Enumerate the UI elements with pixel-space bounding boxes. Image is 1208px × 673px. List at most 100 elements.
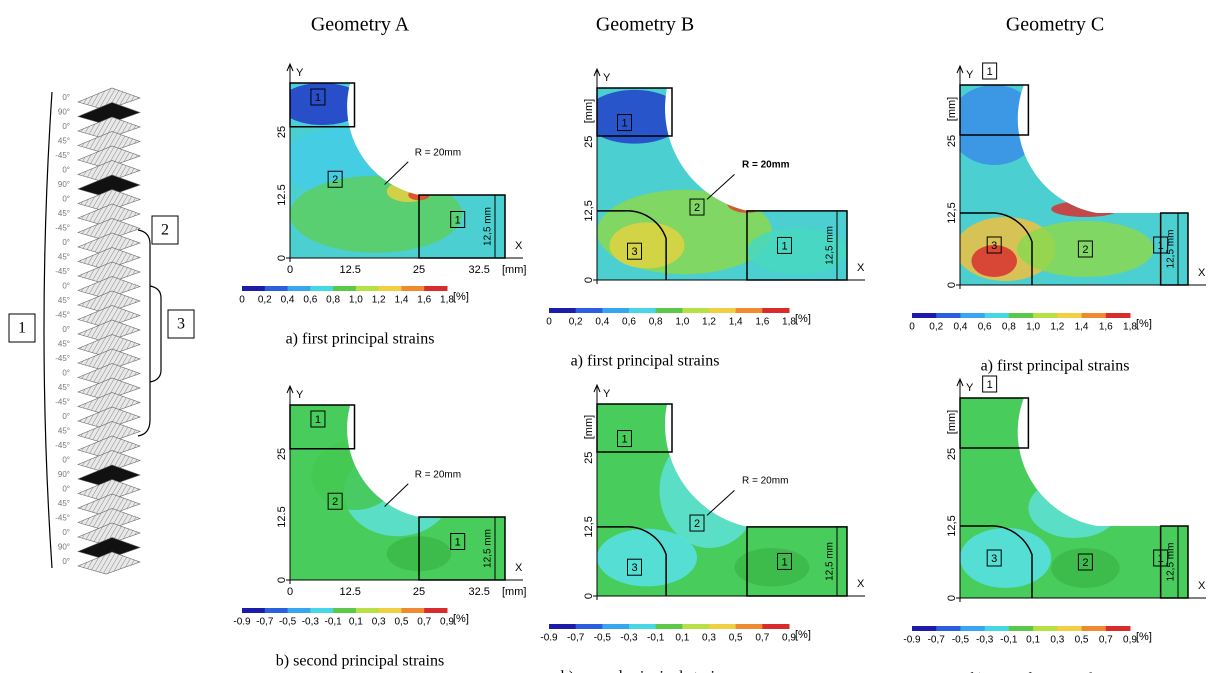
region-label: 2: [694, 518, 700, 530]
scale-segment: [709, 308, 737, 313]
scale-tick-label: 0,7: [755, 633, 769, 644]
scale-segment: [602, 624, 630, 629]
x-tick-label: 25: [413, 586, 425, 598]
y-axis-label: Y: [603, 72, 611, 84]
ply: [77, 145, 141, 169]
ply: [77, 348, 141, 372]
contour-region: [597, 89, 685, 144]
radius-label: R = 20mm: [742, 159, 790, 170]
scale-segment: [378, 608, 402, 613]
ply-angle: 0°: [62, 282, 70, 291]
x-tick-label: 0: [287, 264, 293, 276]
radius-label: R = 20mm: [742, 475, 788, 486]
bracket: [43, 91, 53, 569]
ply: [77, 218, 141, 241]
ply-angle: -45°: [55, 224, 70, 233]
scale-tick-label: -0.9: [233, 617, 251, 628]
region-outline: [960, 525, 1033, 598]
region-box: [617, 114, 632, 132]
ply-angle: 90°: [58, 108, 70, 117]
ply-angle: 45°: [58, 427, 70, 436]
radius-arrow: [706, 490, 735, 516]
ply-angle: 0°: [62, 485, 70, 494]
ply: [77, 493, 141, 517]
axis-arrow: [286, 62, 294, 72]
y-tick-label: 12,5: [946, 202, 958, 223]
ply-angle: 0°: [62, 325, 70, 334]
strain-plot: 1 2 1 12,5 mm R = 20mm Y X 0 12.5 25 0 12.5 25 32.5 [m…: [239, 62, 526, 348]
scale-tick-label: -0,5: [594, 633, 612, 644]
region-box: [327, 170, 343, 188]
bracket-label: 3: [177, 316, 185, 333]
dimension-label: 12,5 mm: [825, 226, 836, 265]
caption: a) first principal strains: [571, 353, 720, 370]
scale-tick-label: -0,7: [256, 617, 274, 628]
scale-segment: [355, 608, 380, 613]
ply: [77, 377, 141, 401]
scale-segment: [333, 286, 357, 291]
contour-region: [1051, 548, 1120, 588]
y-unit: [mm]: [583, 99, 595, 123]
scale-segment: [735, 624, 763, 629]
scale-segment: [287, 608, 311, 613]
scale-tick-label: 1,8: [440, 295, 454, 306]
x-tick-label: 12.5: [339, 586, 360, 598]
ply-angle: 45°: [58, 253, 70, 262]
scale-segment: [264, 286, 289, 291]
region-box: [617, 430, 632, 448]
axis-arrow: [593, 67, 601, 77]
contour-region: [1017, 221, 1154, 277]
radius-arrow: [706, 174, 735, 200]
region-box: [689, 514, 705, 532]
caption: b) second principal strains: [561, 669, 729, 673]
scale-tick-label: -0,7: [928, 635, 946, 646]
ply-angle: 0°: [62, 166, 70, 175]
scale-tick-label: 0,3: [1050, 635, 1064, 646]
ply: [77, 102, 141, 125]
scale-segment: [936, 313, 961, 318]
scale-tick-label: 0: [239, 295, 245, 306]
caption: b) second principal strains: [971, 671, 1139, 673]
scale-segment: [960, 626, 986, 631]
ply-angle: 45°: [58, 137, 70, 146]
contour-region: [597, 528, 697, 587]
scale-tick-label: 0,7: [1099, 635, 1113, 646]
scale-tick-label: 0,6: [978, 322, 992, 333]
scale-tick-label: 1,0: [1026, 322, 1040, 333]
region-label: 2: [1082, 557, 1088, 569]
x-tick-label: 32.5: [468, 264, 489, 276]
x-tick-label: 32.5: [468, 586, 489, 598]
x-unit: [mm]: [502, 586, 526, 598]
caption: a) first principal strains: [286, 331, 435, 348]
region-box: [982, 62, 998, 80]
region-label: 3: [631, 246, 637, 258]
region-box: [689, 198, 705, 216]
ply-angle: -45°: [55, 267, 70, 276]
scale-segment: [549, 308, 577, 313]
column-title: Geometry B: [596, 14, 694, 36]
ply: [77, 305, 141, 328]
ply: [77, 87, 141, 111]
scale-tick-label: 0,5: [729, 633, 743, 644]
ply: [77, 406, 141, 430]
scale-tick-label: -0,3: [620, 633, 638, 644]
y-tick-label: 12,5: [583, 200, 595, 221]
scale-segment: [1057, 313, 1083, 318]
scale-segment: [936, 626, 961, 631]
ply: [77, 450, 141, 473]
region-label: 1: [987, 66, 993, 78]
scale-unit: [%]: [1136, 318, 1152, 330]
scale-segment: [655, 624, 683, 629]
scale-segment: [264, 608, 289, 613]
ply-angle: 45°: [58, 340, 70, 349]
ply-angle: -45°: [55, 151, 70, 160]
scale-tick-label: 1,8: [1123, 322, 1137, 333]
region-box: [1153, 236, 1169, 254]
scale-tick-label: -0,3: [976, 635, 994, 646]
x-tick-label: 12.5: [339, 264, 360, 276]
caption: a) first principal strains: [981, 358, 1130, 375]
scale-tick-label: 1,0: [349, 295, 363, 306]
scale-tick-label: 0,2: [929, 322, 943, 333]
dimension-label: 12,5 mm: [825, 542, 836, 581]
